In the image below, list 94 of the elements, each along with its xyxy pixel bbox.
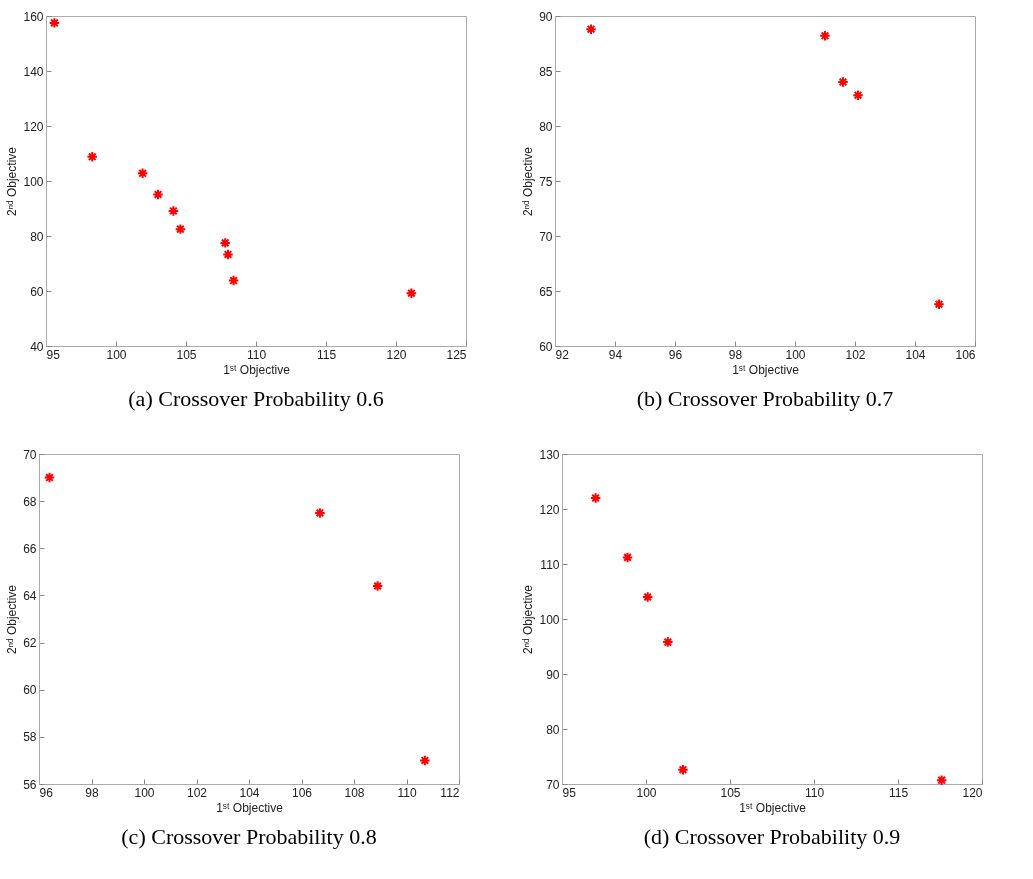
x-tick-label: 112 <box>440 785 460 800</box>
y-tick-label: 60 <box>539 339 553 354</box>
x-tick-label: 94 <box>608 347 623 362</box>
x-tick-label: 108 <box>344 785 365 800</box>
y-tick-label: 80 <box>30 229 44 244</box>
y-tick-label: 60 <box>23 683 37 698</box>
y-axis-title: 2ⁿᵈ Objective <box>5 146 20 216</box>
y-tick-label: 58 <box>23 730 37 745</box>
point <box>935 774 948 786</box>
y-tick-label: 130 <box>539 447 560 462</box>
x-tick-label: 125 <box>446 347 467 362</box>
text: (d) Crossover Probability 0.9 <box>643 824 901 849</box>
y-tick-label: 65 <box>539 284 553 299</box>
point <box>219 237 231 249</box>
point <box>48 17 61 29</box>
y-tick-label: 56 <box>23 777 37 792</box>
y-tick-label: 85 <box>539 64 553 79</box>
point <box>43 471 56 484</box>
text: (c) Crossover Probability 0.8 <box>121 824 377 849</box>
y-tick-label: 120 <box>539 502 560 517</box>
point <box>837 76 849 88</box>
x-tick-label: 102 <box>186 785 208 800</box>
x-tick-label: 100 <box>785 347 806 362</box>
x-tick-label: 104 <box>905 347 926 362</box>
x-tick-label: 110 <box>246 347 267 362</box>
x-tick-label: 120 <box>386 347 407 362</box>
x-tick-label: 110 <box>397 785 417 800</box>
x-tick-label: 92 <box>555 347 570 362</box>
x-axis-title: 1ˢᵗ Objective <box>732 362 800 377</box>
point <box>174 223 187 235</box>
y-tick-label: 60 <box>30 284 44 299</box>
x-tick-label: 95 <box>46 347 61 362</box>
y-tick-label: 90 <box>539 9 553 24</box>
y-axis-title: 2ⁿᵈ Objective <box>5 584 20 654</box>
x-tick-label: 120 <box>962 785 983 800</box>
point <box>371 580 384 592</box>
x-axis-title: 1ˢᵗ Objective <box>739 800 807 815</box>
y-tick-label: 75 <box>539 174 553 189</box>
point <box>167 205 180 217</box>
point <box>933 298 945 310</box>
y-tick-label: 90 <box>546 667 560 682</box>
x-axis-title: 1ˢᵗ Objective <box>216 800 284 815</box>
y-tick-label: 100 <box>23 174 44 189</box>
point <box>86 151 98 163</box>
y-tick-label: 40 <box>30 339 44 354</box>
point <box>641 591 654 603</box>
point <box>227 274 240 287</box>
point <box>405 287 418 299</box>
x-tick-label: 115 <box>316 347 337 362</box>
x-tick-label: 106 <box>291 785 313 800</box>
x-tick-label: 104 <box>239 785 260 800</box>
x-tick-label: 110 <box>804 785 825 800</box>
y-tick-label: 70 <box>539 229 553 244</box>
x-tick-label: 100 <box>134 785 155 800</box>
text: (a) Crossover Probability 0.6 <box>128 386 384 411</box>
x-tick-label: 100 <box>106 347 127 362</box>
y-tick-label: 140 <box>23 64 44 79</box>
y-tick-label: 80 <box>539 119 553 134</box>
y-tick-label: 100 <box>539 612 560 627</box>
y-tick-label: 110 <box>540 557 560 572</box>
y-tick-label: 70 <box>546 777 560 792</box>
y-tick-label: 70 <box>23 447 37 462</box>
y-tick-label: 64 <box>23 588 37 603</box>
point <box>222 248 234 261</box>
point <box>585 23 597 35</box>
point <box>662 636 674 648</box>
x-tick-label: 95 <box>562 785 577 800</box>
y-tick-label: 80 <box>546 722 560 737</box>
point <box>314 507 326 519</box>
point <box>589 492 602 504</box>
y-axis-title: 2ⁿᵈ Objective <box>521 584 536 654</box>
x-tick-label: 106 <box>955 347 976 362</box>
x-tick-label: 102 <box>845 347 866 362</box>
x-tick-label: 115 <box>888 785 909 800</box>
x-tick-label: 98 <box>728 347 743 362</box>
point <box>419 754 431 767</box>
x-tick-label: 96 <box>39 785 54 800</box>
x-axis-title: 1ˢᵗ Objective <box>223 362 291 377</box>
point <box>152 188 164 201</box>
x-tick-label: 105 <box>720 785 741 800</box>
text: (b) Crossover Probability 0.7 <box>636 386 894 411</box>
x-tick-label: 105 <box>176 347 197 362</box>
y-tick-label: 62 <box>23 636 37 651</box>
y-axis-title: 2ⁿᵈ Objective <box>521 146 536 216</box>
y-tick-label: 120 <box>23 119 44 134</box>
point <box>621 551 634 564</box>
y-tick-label: 68 <box>23 494 37 509</box>
y-tick-label: 160 <box>23 9 44 24</box>
point <box>819 30 831 42</box>
x-tick-label: 96 <box>668 347 683 362</box>
x-tick-label: 98 <box>85 785 99 800</box>
point <box>852 89 864 101</box>
y-tick-label: 66 <box>23 541 37 556</box>
x-tick-label: 100 <box>636 785 657 800</box>
